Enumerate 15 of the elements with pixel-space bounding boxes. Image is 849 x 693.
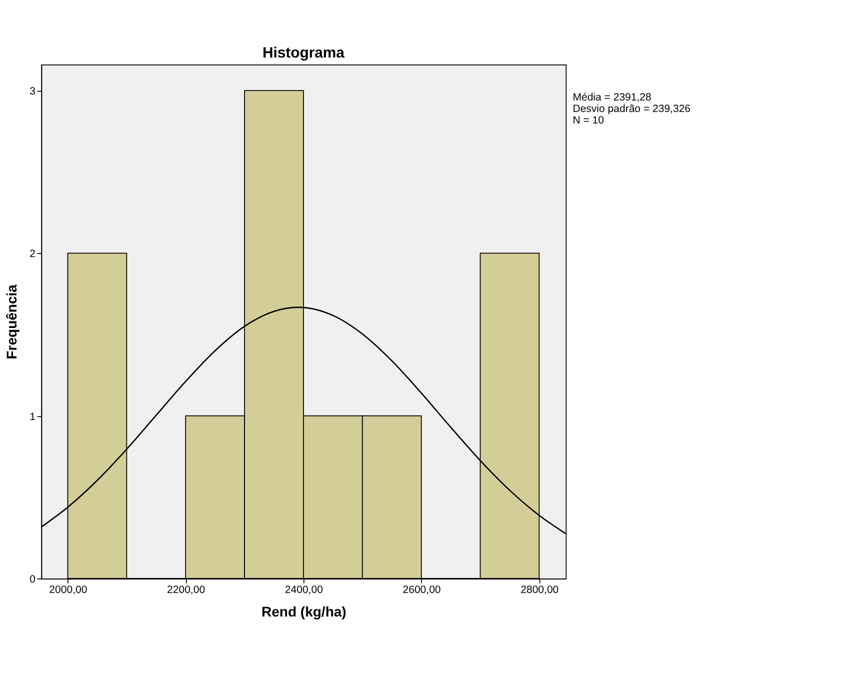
chart-title: Histograma	[262, 45, 346, 62]
y-tick-label: 2	[30, 248, 36, 260]
x-tick-label: 2600,00	[402, 584, 441, 596]
text: N = 10	[572, 114, 604, 126]
x-tick-label: 2200,00	[167, 584, 206, 596]
x-axis-title: Rend (kg/ha)	[261, 604, 346, 620]
y-tick-label: 1	[30, 410, 36, 423]
text: Média = 2391,28	[572, 91, 652, 104]
x-tick-label: 2400,00	[284, 584, 324, 596]
x-tick-label: 2000,00	[49, 584, 88, 596]
y-tick-label: 3	[30, 85, 36, 98]
text: Desvio padrão = 239,326	[572, 102, 691, 115]
y-axis-title: Frequência	[4, 284, 20, 360]
x-tick-label: 2800,00	[520, 584, 559, 596]
y-tick-label: 0	[30, 573, 36, 586]
